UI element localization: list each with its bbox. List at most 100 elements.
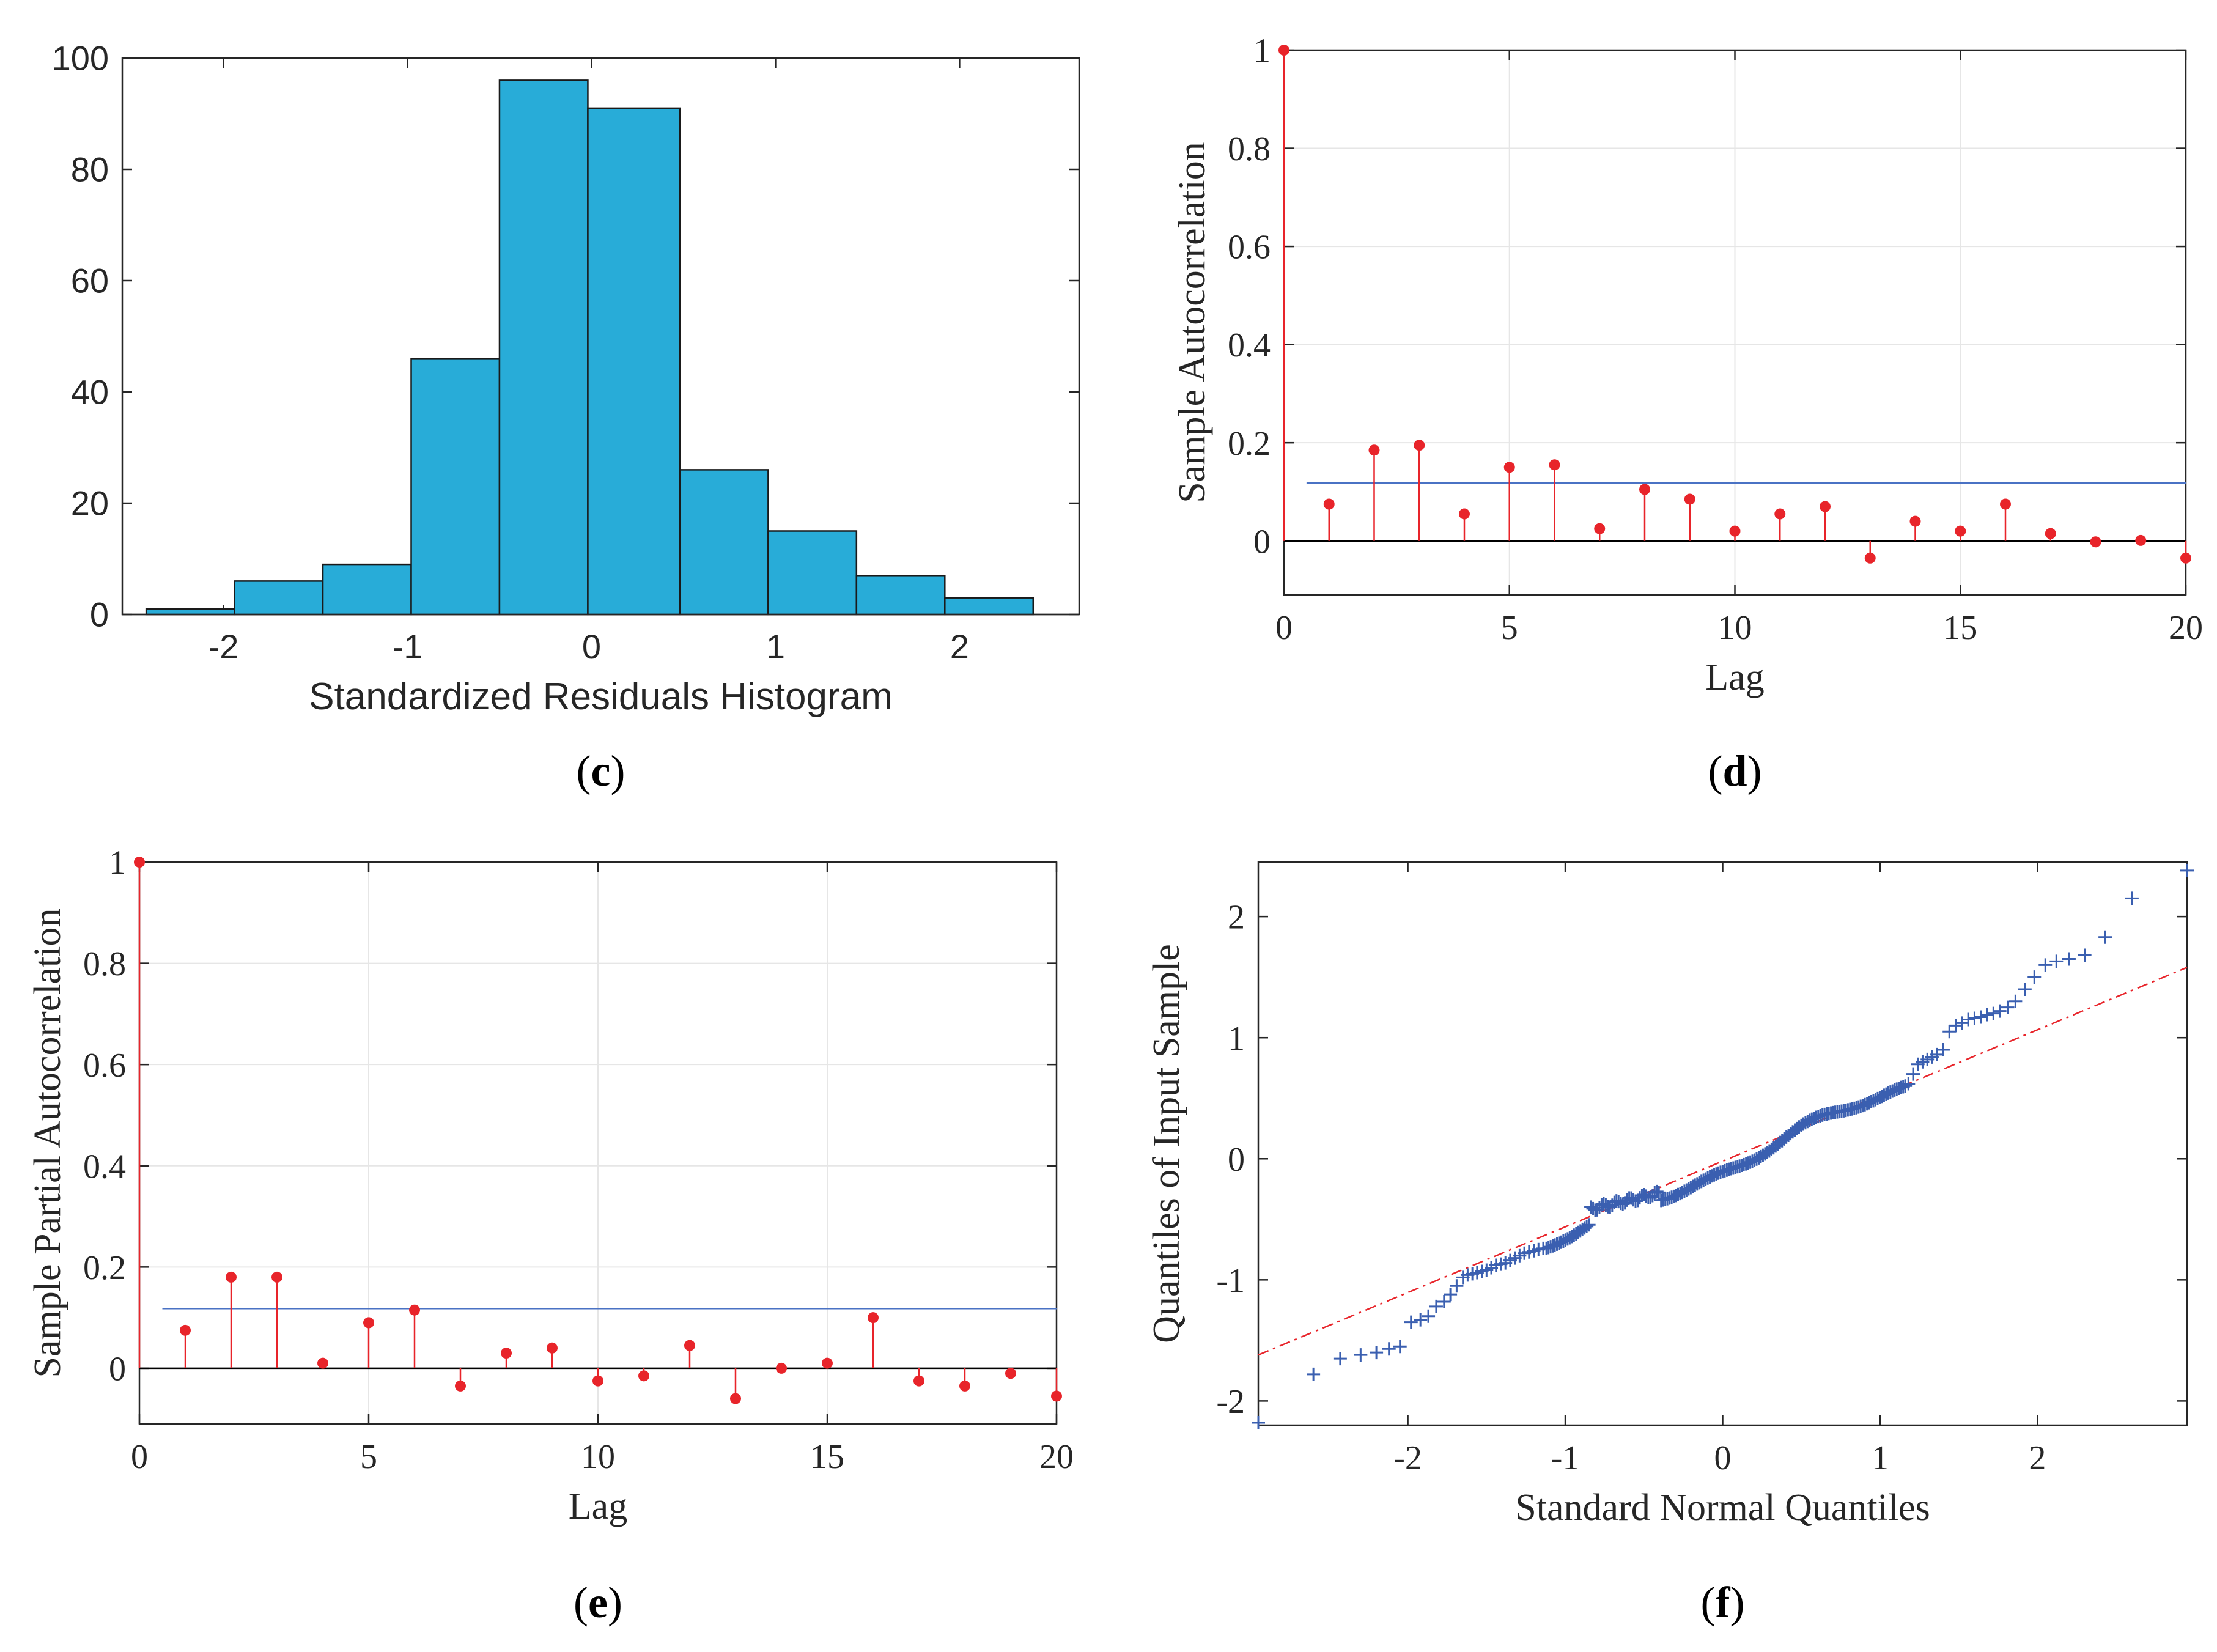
qq-point — [1936, 1043, 1950, 1056]
y-tick-label: -1 — [1216, 1262, 1245, 1300]
histogram-bar — [679, 469, 769, 616]
stem-marker — [730, 1393, 741, 1404]
x-tick-label: 0 — [1714, 1439, 1732, 1477]
panel-label-letter: c — [591, 747, 611, 795]
qq-point — [1450, 1279, 1464, 1293]
qq-point — [1252, 1416, 1265, 1430]
panel-label-close-paren: ) — [610, 747, 625, 795]
panel-label: (e) — [574, 1578, 622, 1627]
x-tick-label: 0 — [131, 1438, 148, 1476]
panel-label-open-paren: ( — [574, 1578, 588, 1627]
y-tick-label: 0 — [1228, 1141, 1245, 1179]
x-axis-label: Lag — [1705, 657, 1764, 698]
y-tick-label: 0.2 — [83, 1249, 126, 1287]
qq-point — [2038, 958, 2053, 972]
stem-marker — [1820, 501, 1831, 512]
stem-marker — [868, 1312, 879, 1324]
x-tick-label: 1 — [1872, 1439, 1889, 1477]
qq-point — [1333, 1352, 1347, 1366]
stem-marker — [2135, 534, 2147, 546]
panel-label-open-paren: ( — [1701, 1578, 1716, 1627]
qq-point — [2180, 863, 2194, 877]
qq-point — [2078, 948, 2092, 962]
histogram-bar — [944, 597, 1035, 616]
stem-marker — [1503, 462, 1515, 473]
y-tick-label: 40 — [71, 373, 109, 411]
y-tick-label: 2 — [1228, 899, 1245, 937]
y-tick-label: 0.4 — [1228, 326, 1271, 364]
qq-point — [1580, 1219, 1594, 1233]
qq-point — [1382, 1342, 1396, 1356]
stem-marker — [547, 1342, 558, 1354]
y-tick-label: -2 — [1216, 1383, 1245, 1421]
stem-marker — [180, 1324, 191, 1336]
x-tick-label: 20 — [1039, 1438, 1074, 1476]
stem-marker — [1368, 444, 1380, 456]
y-axis-label: Sample Partial Autocorrelation — [27, 909, 68, 1378]
y-tick-label: 0.8 — [1228, 130, 1271, 168]
y-tick-label: 0.6 — [83, 1047, 126, 1085]
qq-point — [1968, 1011, 1982, 1025]
y-tick-label: 100 — [52, 39, 109, 78]
x-tick-label: 2 — [950, 627, 969, 666]
stem-marker — [1549, 459, 1560, 471]
y-tick-label: 60 — [71, 262, 109, 300]
x-tick-label: 5 — [1501, 609, 1518, 647]
panel-label-letter: e — [588, 1578, 608, 1627]
qq-point — [2062, 952, 2076, 966]
stem-marker — [2000, 498, 2011, 510]
x-tick-label: 10 — [1718, 609, 1752, 647]
panel-label: (d) — [1708, 747, 1761, 795]
qq-point — [2001, 1000, 2015, 1014]
x-tick-label: 5 — [360, 1438, 377, 1476]
stem-marker — [1639, 484, 1650, 495]
stem-marker — [1459, 508, 1470, 520]
qq-point — [2098, 930, 2112, 944]
qq-point — [2125, 891, 2139, 905]
x-tick-label: 2 — [2029, 1439, 2046, 1477]
histogram-bar — [855, 575, 946, 616]
qq-point — [1961, 1012, 1975, 1027]
y-tick-label: 0.2 — [1228, 425, 1271, 463]
panel-d-acf-plot: 0 5 10 15 20 0 0.2 0.4 0.6 0.8 1 Lag Sample Autocorr… — [1171, 32, 2203, 795]
stem-marker — [2090, 536, 2101, 548]
histogram-bar — [410, 358, 501, 616]
stem-marker — [1005, 1368, 1016, 1379]
x-tick-label: -1 — [1551, 1439, 1580, 1477]
y-tick-label: 0 — [90, 596, 109, 634]
stem-marker — [1774, 508, 1786, 520]
qq-point — [1437, 1294, 1451, 1308]
stem-marker — [271, 1271, 282, 1283]
x-tick-label: 20 — [2169, 609, 2203, 647]
stem-marker — [776, 1362, 787, 1374]
y-tick-label: 0.4 — [83, 1148, 126, 1186]
y-tick-label: 0 — [109, 1351, 126, 1388]
qq-point — [1354, 1348, 1368, 1362]
histogram-bar — [145, 608, 235, 616]
stem-marker — [1323, 498, 1335, 510]
qq-point — [1370, 1346, 1384, 1360]
stem-marker — [134, 857, 145, 868]
stem-marker — [455, 1380, 466, 1392]
x-axis-label: Standardized Residuals Histogram — [309, 676, 893, 718]
panel-e-pacf-plot: 0 5 10 15 20 0 0.2 0.4 0.6 0.8 1 Lag Sample Partial … — [27, 844, 1074, 1627]
panel-label-letter: f — [1716, 1578, 1731, 1627]
stem-marker — [1955, 525, 1966, 537]
stem-marker — [1278, 45, 1289, 56]
stem-marker — [363, 1317, 374, 1329]
qq-point — [1955, 1016, 1969, 1030]
y-tick-label: 1 — [109, 844, 126, 882]
qq-point — [1422, 1309, 1436, 1323]
x-tick-label: 15 — [1943, 609, 1977, 647]
stem-marker — [822, 1357, 833, 1369]
stem-marker — [317, 1357, 328, 1369]
qq-point — [1444, 1288, 1458, 1302]
panel-label-close-paren: ) — [1747, 747, 1762, 795]
qq-point — [2018, 982, 2032, 996]
x-tick-label: 15 — [810, 1438, 844, 1476]
reference-line — [1258, 967, 2188, 1356]
stem-marker — [959, 1380, 970, 1392]
histogram-bar — [498, 79, 589, 616]
histogram-bar — [767, 530, 858, 616]
